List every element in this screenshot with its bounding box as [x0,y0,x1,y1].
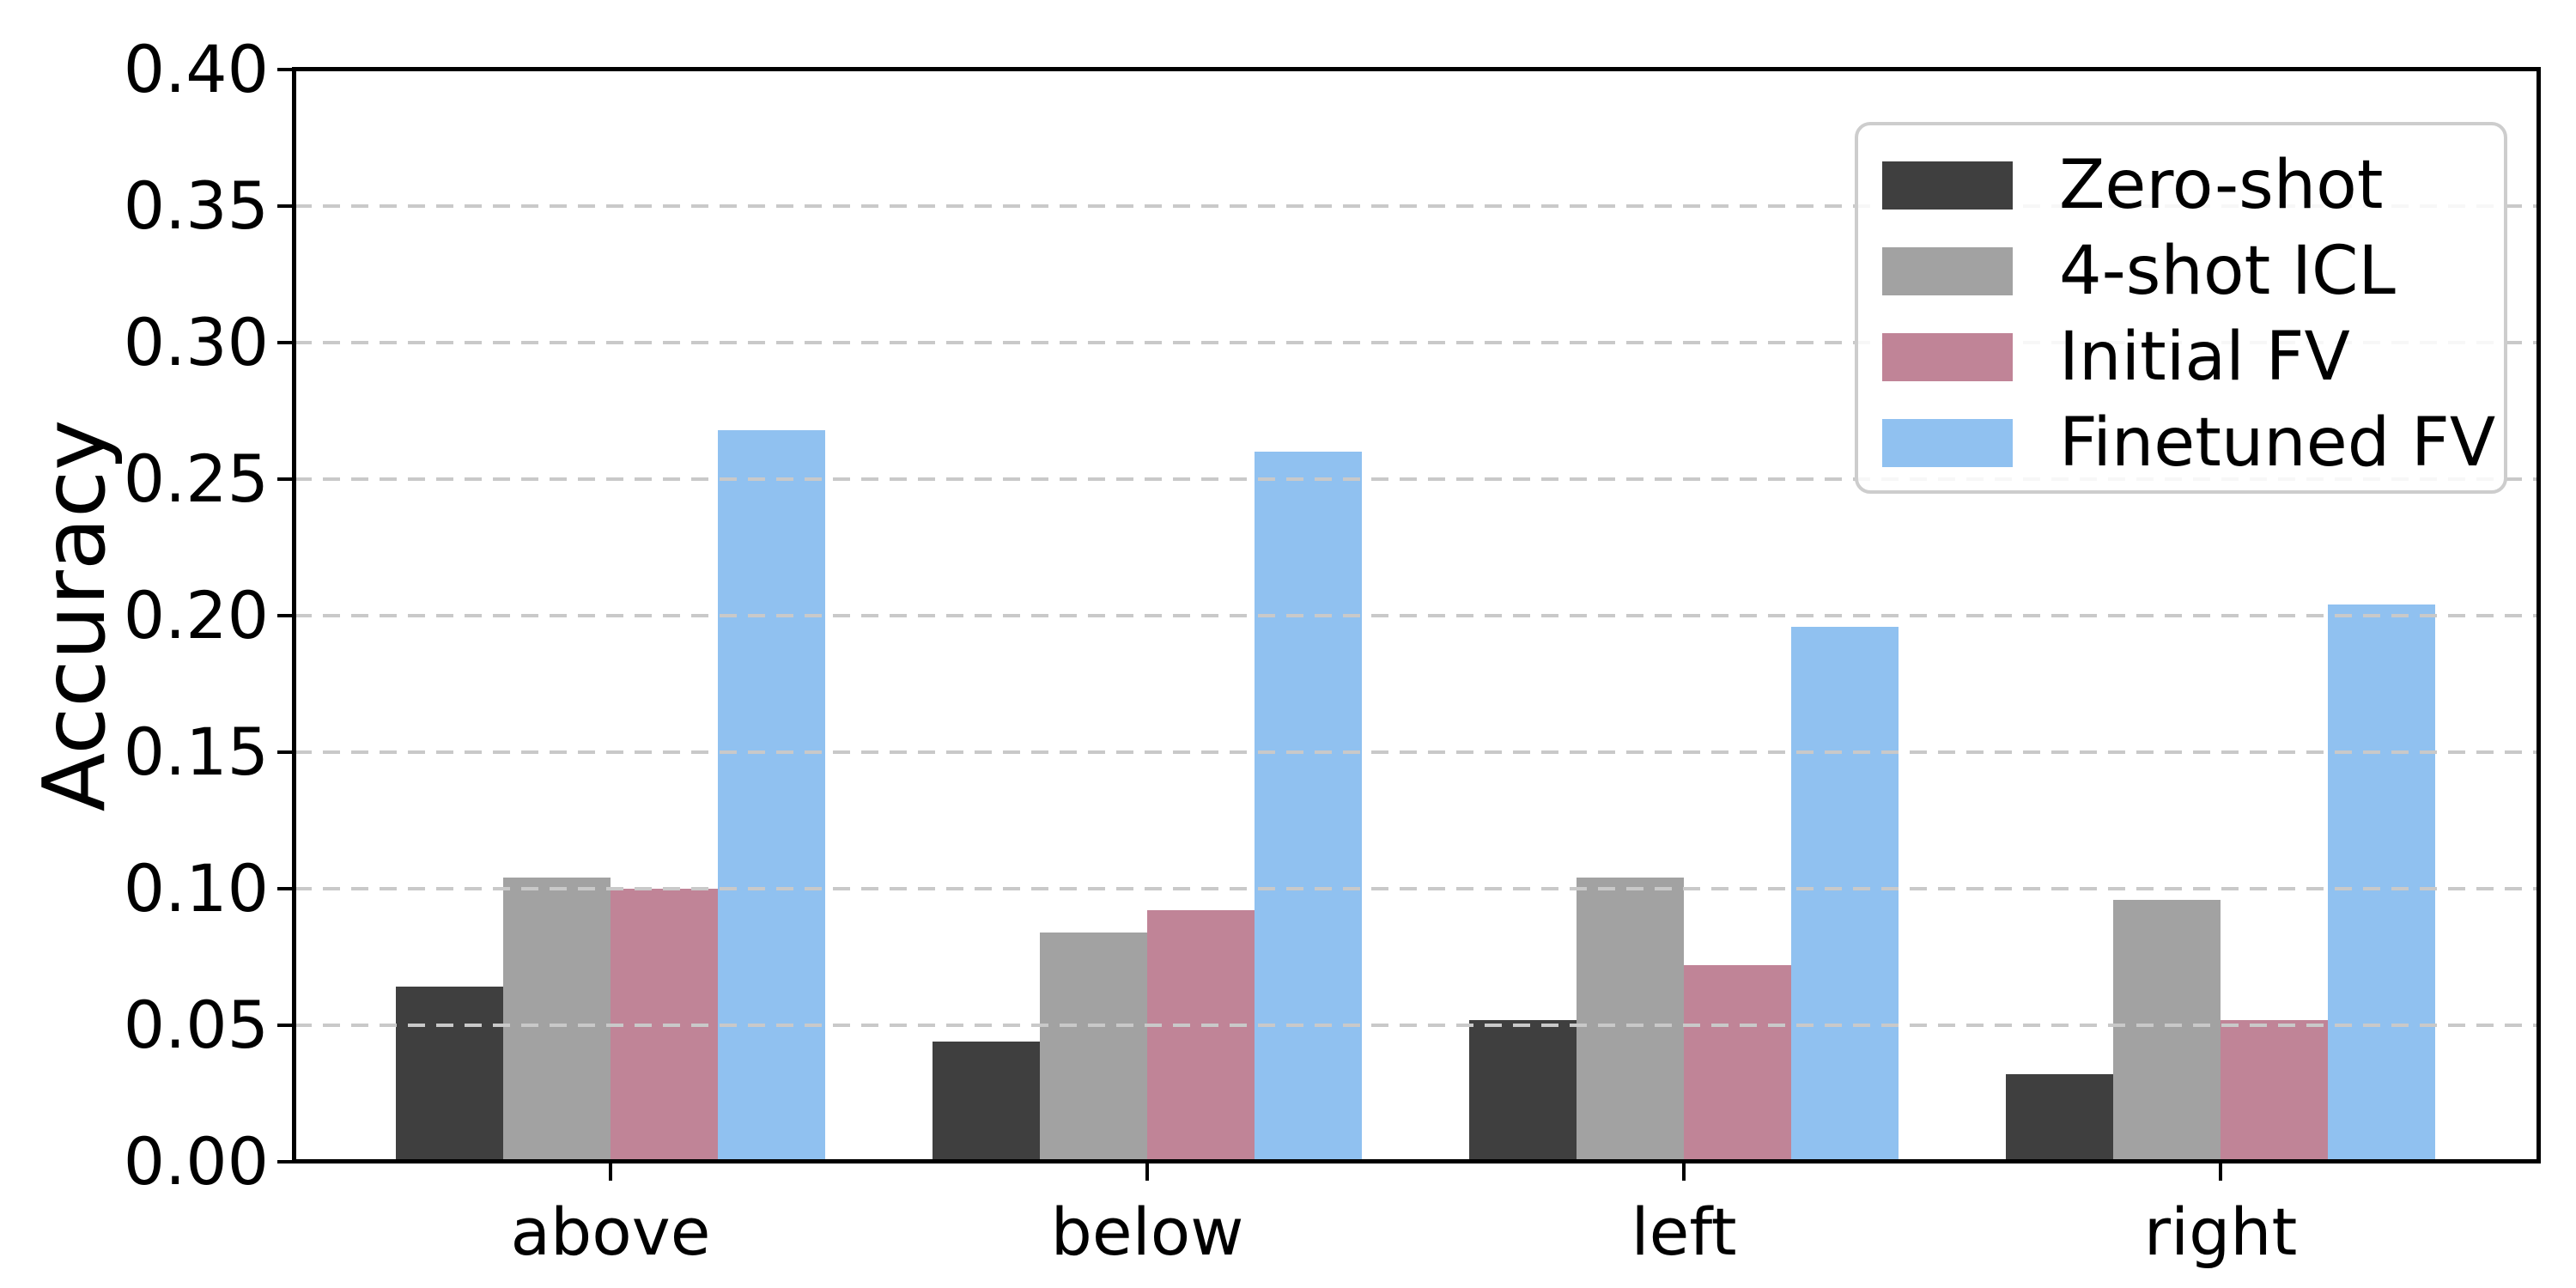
bar-above-finetuned-fv [718,429,825,1162]
x-tick-label-right: right [2143,1194,2298,1270]
legend-row-initial-fv: Initial FV [1858,313,2504,403]
bar-right-4-shot-icl [2113,899,2221,1162]
bar-left-finetuned-fv [1791,626,1899,1162]
gridline-0.35 [295,204,2539,208]
y-tick-0.35 [277,204,295,208]
legend-label-finetuned-fv: Finetuned FV [2059,404,2496,482]
y-tick-label-0.05: 0.05 [123,987,269,1063]
y-tick-0.05 [277,1024,295,1027]
y-tick-0.40 [277,68,295,71]
bar-below-zero-shot [933,1042,1040,1162]
gridline-0.15 [295,750,2539,754]
x-tick-right [2219,1162,2222,1181]
legend-swatch-zero-shot [1882,161,2013,210]
y-tick-0.20 [277,614,295,617]
gridline-0.10 [295,887,2539,890]
x-tick-label-above: above [510,1194,711,1270]
bar-below-finetuned-fv [1255,452,1362,1162]
legend-label-initial-fv: Initial FV [2059,319,2350,396]
y-tick-label-0.00: 0.00 [123,1123,269,1200]
bar-left-4-shot-icl [1577,878,1684,1162]
y-tick-0.10 [277,887,295,890]
x-tick-label-left: left [1631,1194,1737,1270]
bar-above-zero-shot [396,987,503,1162]
y-tick-label-0.20: 0.20 [123,577,269,653]
x-tick-below [1145,1162,1149,1181]
legend: Zero-shot 4-shot ICL Initial FV Finetuned F… [1855,122,2507,494]
y-tick-0.30 [277,341,295,344]
bar-above-4-shot-icl [503,878,611,1162]
legend-row-zero-shot: Zero-shot [1858,141,2504,231]
bar-right-initial-fv [2221,1019,2328,1162]
y-tick-0.15 [277,750,295,754]
legend-label-4-shot-icl: 4-shot ICL [2059,233,2396,310]
legend-swatch-4-shot-icl [1882,247,2013,295]
bar-below-initial-fv [1147,910,1255,1162]
gridline-0.20 [295,614,2539,617]
legend-row-4-shot-icl: 4-shot ICL [1858,227,2504,317]
legend-swatch-initial-fv [1882,333,2013,381]
gridline-0.25 [295,477,2539,481]
x-tick-above [609,1162,612,1181]
bar-left-initial-fv [1684,965,1791,1162]
legend-label-zero-shot: Zero-shot [2059,147,2384,224]
gridline-0.05 [295,1024,2539,1027]
bar-left-zero-shot [1469,1019,1577,1162]
y-tick-label-0.40: 0.40 [123,31,269,107]
legend-row-finetuned-fv: Finetuned FV [1858,398,2504,489]
y-tick-0.25 [277,477,295,481]
y-tick-label-0.25: 0.25 [123,440,269,517]
gridline-0.30 [295,341,2539,344]
y-tick-label-0.35: 0.35 [123,167,269,244]
y-tick-label-0.10: 0.10 [123,850,269,927]
y-tick-0.00 [277,1160,295,1163]
y-tick-label-0.30: 0.30 [123,304,269,380]
bar-right-finetuned-fv [2328,605,2435,1162]
bar-right-zero-shot [2006,1074,2113,1162]
legend-swatch-finetuned-fv [1882,419,2013,467]
bar-below-4-shot-icl [1040,932,1147,1162]
x-tick-left [1682,1162,1686,1181]
y-tick-label-0.15: 0.15 [123,714,269,790]
x-tick-label-below: below [1050,1194,1244,1270]
